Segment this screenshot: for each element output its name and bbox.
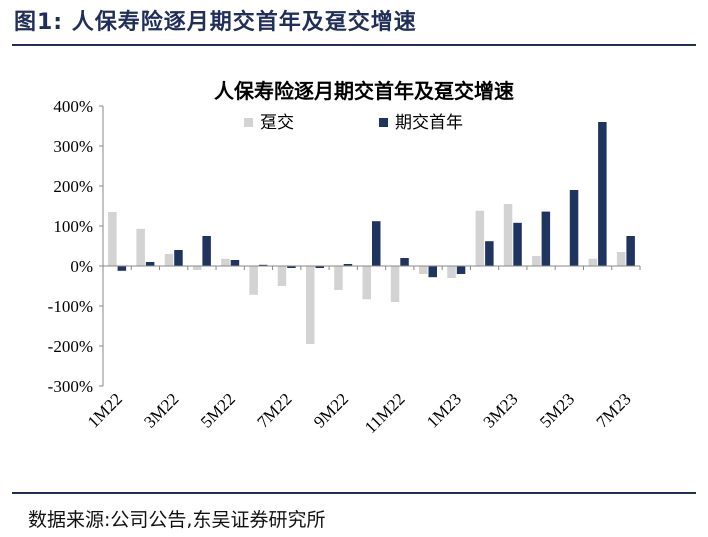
bar-series1 bbox=[362, 266, 371, 300]
legend-swatch-2 bbox=[379, 118, 388, 127]
figure-title-text: 人保寿险逐月期交首年及趸交增速 bbox=[71, 10, 417, 35]
bar-series1 bbox=[164, 254, 174, 266]
legend-swatch-1 bbox=[244, 118, 253, 127]
bar-series2 bbox=[513, 222, 522, 266]
y-tick-label: 200% bbox=[53, 177, 93, 196]
y-tick-label: 0% bbox=[70, 257, 93, 276]
bar-series2 bbox=[230, 260, 240, 266]
bar-series2 bbox=[372, 221, 381, 266]
x-tick-label: 3M22 bbox=[140, 389, 182, 431]
bar-series1 bbox=[588, 258, 598, 266]
bar-series2 bbox=[456, 266, 466, 274]
bar-series1 bbox=[306, 266, 315, 344]
bar-series1 bbox=[277, 266, 287, 286]
bar-series1 bbox=[192, 266, 202, 270]
bar-series1 bbox=[108, 212, 117, 266]
bar-series2 bbox=[145, 262, 155, 266]
x-tick-label: 5M23 bbox=[536, 389, 578, 431]
x-tick-label: 3M23 bbox=[479, 389, 521, 431]
y-tick-label: -200% bbox=[48, 337, 93, 356]
y-tick-label: -300% bbox=[48, 377, 93, 396]
bar-series1 bbox=[447, 266, 456, 278]
bar-series1 bbox=[532, 256, 541, 266]
bar-series2 bbox=[287, 266, 296, 268]
legend-label-2: 期交首年 bbox=[395, 113, 463, 133]
bar-series1 bbox=[419, 266, 428, 274]
source-note: 数据来源:公司公告,东吴证券研究所 bbox=[28, 509, 326, 531]
bar-series1 bbox=[503, 204, 513, 266]
bar-series2 bbox=[400, 258, 409, 266]
x-tick-label: 1M23 bbox=[423, 389, 465, 431]
y-tick-label: 100% bbox=[53, 217, 93, 236]
bar-series2 bbox=[485, 241, 494, 266]
legend-label-1: 趸交 bbox=[260, 113, 294, 133]
bar-series1 bbox=[249, 266, 258, 295]
bar-series2 bbox=[598, 122, 607, 266]
bar-series2 bbox=[569, 190, 579, 266]
bar-series2 bbox=[174, 250, 183, 266]
bar-series2 bbox=[202, 236, 211, 266]
bar-series1 bbox=[334, 266, 343, 290]
bar-series2 bbox=[343, 264, 353, 266]
bar-series1 bbox=[221, 258, 230, 266]
x-tick-label: 7M23 bbox=[593, 389, 635, 431]
top-rule bbox=[12, 44, 696, 46]
bar-series1 bbox=[390, 266, 400, 302]
chart-title: 人保寿险逐月期交首年及趸交增速 bbox=[214, 79, 514, 103]
bar-series1 bbox=[136, 228, 145, 266]
bar-series2 bbox=[626, 236, 635, 266]
y-tick-label: 300% bbox=[53, 137, 93, 156]
bar-series2 bbox=[428, 266, 437, 278]
x-tick-label: 11M22 bbox=[361, 389, 409, 437]
x-tick-label: 7M22 bbox=[253, 389, 295, 431]
figure-title: 图1: 人保寿险逐月期交首年及趸交增速 bbox=[14, 4, 417, 36]
bottom-rule bbox=[12, 492, 696, 494]
bar-series2 bbox=[315, 266, 324, 268]
bar-series1 bbox=[475, 210, 485, 266]
x-tick-label: 5M22 bbox=[197, 389, 239, 431]
y-tick-label: -100% bbox=[48, 297, 93, 316]
figure-label: 图1: bbox=[14, 10, 64, 35]
y-tick-label: 400% bbox=[53, 97, 93, 116]
bar-series1 bbox=[616, 252, 626, 266]
bar-series2 bbox=[117, 266, 127, 271]
x-tick-label: 9M22 bbox=[310, 389, 352, 431]
bar-series2 bbox=[541, 211, 551, 266]
bar-series2 bbox=[258, 264, 268, 266]
